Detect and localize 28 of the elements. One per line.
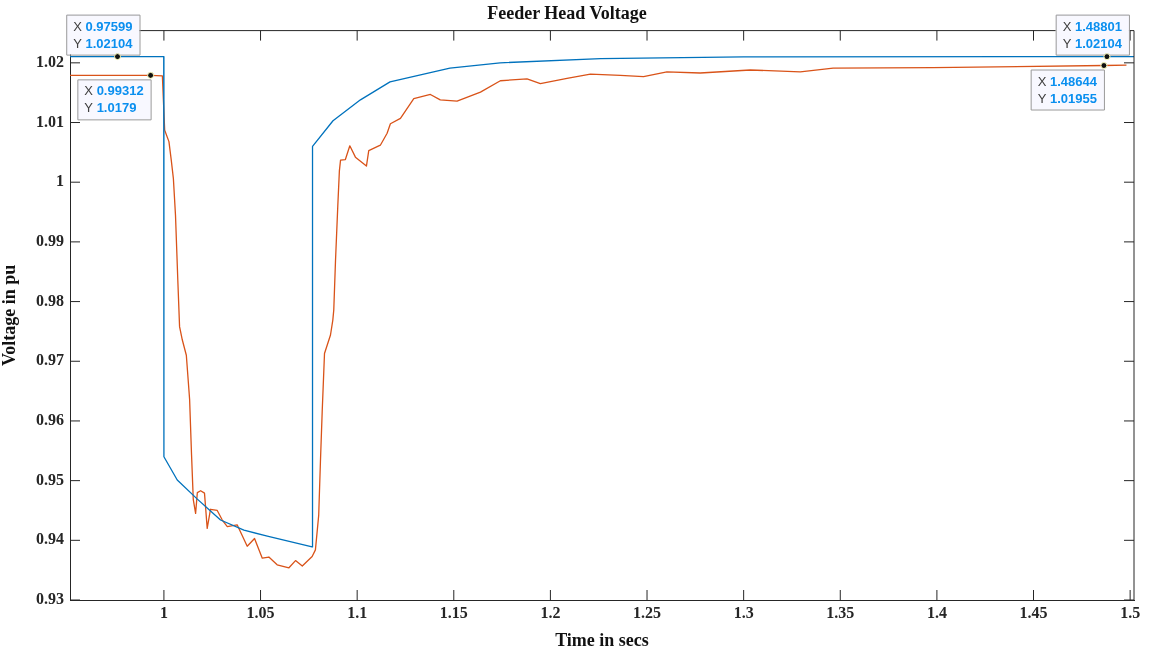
- x-tick-label: 1: [159, 603, 168, 621]
- annotation: X 0.99312 Y 1.0179: [84, 83, 144, 116]
- x-tick-label: 1.15: [439, 603, 468, 621]
- y-tick-label: 0.94: [36, 530, 64, 548]
- x-tick-label: 1.4: [926, 603, 947, 621]
- y-tick-label: 0.98: [36, 291, 64, 309]
- x-tick-label: 1.05: [246, 603, 275, 621]
- y-tick-label: 1.01: [36, 112, 64, 130]
- x-tick-label: 1.25: [633, 603, 662, 621]
- y-axis-title: Voltage in pu: [0, 264, 20, 366]
- y-tick-label: 0.99: [36, 232, 64, 250]
- x-tick-label: 1.45: [1019, 603, 1048, 621]
- x-tick-label: 1.2: [540, 603, 561, 621]
- y-tick-label: 0.96: [36, 411, 64, 429]
- y-tick-label: 0.93: [36, 590, 64, 608]
- annotation: X 1.48644 Y 1.01955: [1037, 73, 1098, 106]
- y-tick-label: 0.95: [36, 470, 64, 488]
- chart-title: Feeder Head Voltage: [487, 3, 647, 24]
- x-tick-label: 1.5: [1120, 603, 1141, 621]
- y-tick-label: 1.02: [36, 52, 64, 70]
- annotation: X 1.48801 Y 1.02104: [1062, 18, 1123, 51]
- y-tick-label: 0.97: [36, 351, 64, 369]
- x-tick-label: 1.1: [347, 603, 368, 621]
- annotation: X 0.97599 Y 1.02104: [73, 18, 134, 51]
- x-tick-label: 1.35: [826, 603, 855, 621]
- x-tick-label: 1.3: [733, 603, 754, 621]
- y-tick-label: 1: [56, 172, 64, 190]
- x-axis-title: Time in secs: [555, 629, 649, 650]
